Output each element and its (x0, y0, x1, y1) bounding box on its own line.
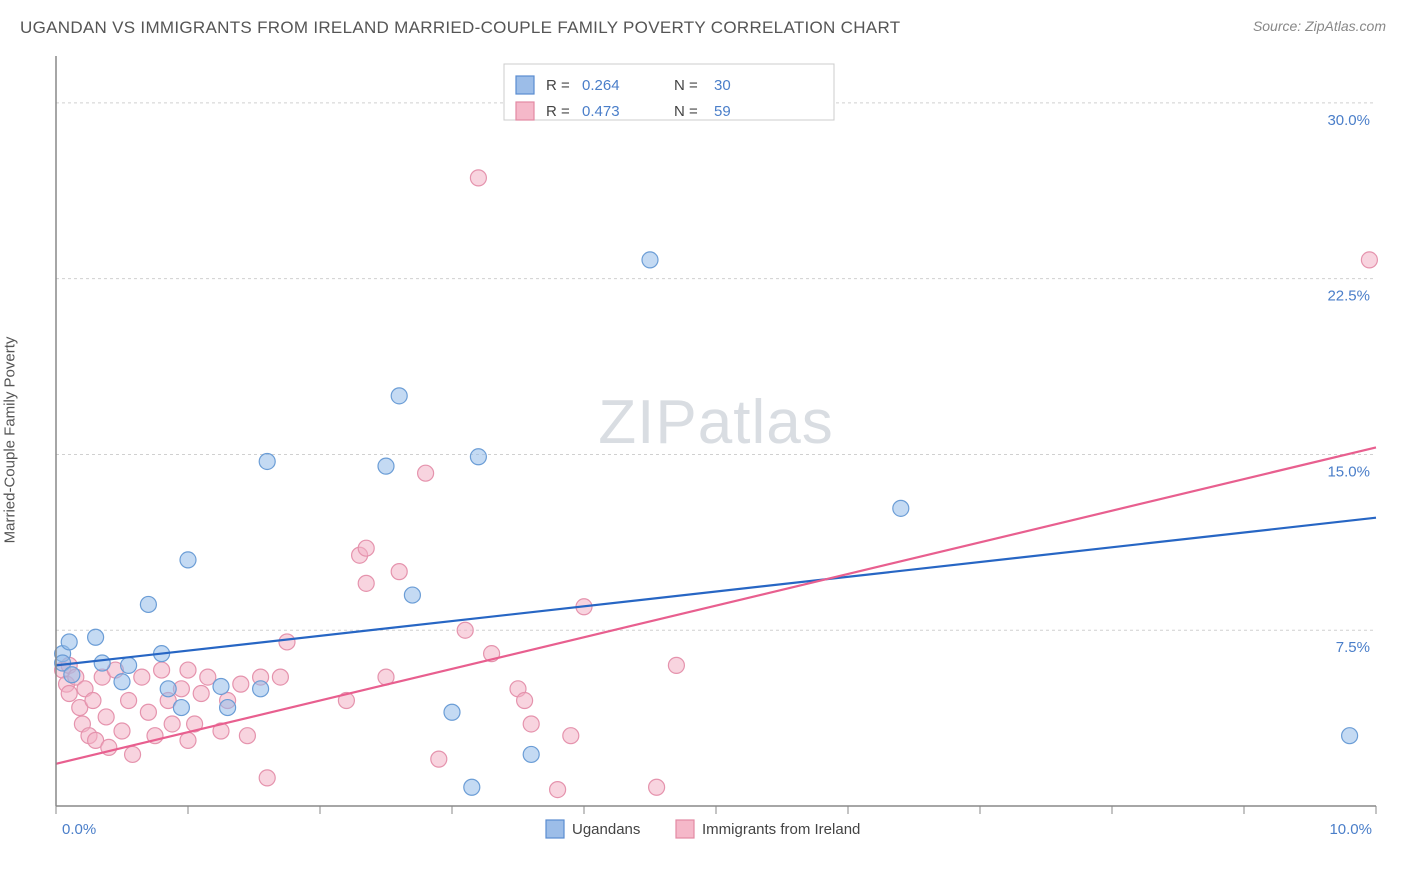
data-point (253, 681, 269, 697)
data-point (98, 709, 114, 725)
data-point (431, 751, 447, 767)
legend-n-value: 30 (714, 77, 731, 94)
legend-r-value: 0.473 (582, 103, 620, 120)
data-point (358, 540, 374, 556)
data-point (121, 693, 137, 709)
legend-n-label: N = (674, 103, 698, 120)
y-tick-label: 22.5% (1327, 288, 1370, 305)
data-point (272, 669, 288, 685)
data-point (259, 453, 275, 469)
data-point (180, 662, 196, 678)
data-point (470, 449, 486, 465)
data-point (180, 552, 196, 568)
data-point (88, 629, 104, 645)
x-tick-label: 10.0% (1329, 821, 1372, 838)
data-point (180, 732, 196, 748)
data-point (457, 622, 473, 638)
chart-container: 7.5% 15.0% 22.5% 30.0% ZIPatlas 0.0% 10.0% R = 0… (46, 46, 1386, 886)
data-point (259, 770, 275, 786)
data-point (418, 465, 434, 481)
data-point (140, 596, 156, 612)
data-point (61, 686, 77, 702)
data-point (523, 746, 539, 762)
data-point (642, 252, 658, 268)
series-swatch (546, 820, 564, 838)
data-point (125, 746, 141, 762)
chart-title: UGANDAN VS IMMIGRANTS FROM IRELAND MARRI… (20, 18, 900, 38)
data-point (464, 779, 480, 795)
data-point (391, 564, 407, 580)
data-point (154, 662, 170, 678)
data-point (114, 674, 130, 690)
data-point (64, 667, 80, 683)
data-point (213, 678, 229, 694)
data-point (220, 700, 236, 716)
data-point (233, 676, 249, 692)
series-swatch (676, 820, 694, 838)
data-point (444, 704, 460, 720)
trend-line (56, 447, 1376, 763)
data-point (164, 716, 180, 732)
x-tick-label: 0.0% (62, 821, 96, 838)
data-point (114, 723, 130, 739)
data-point (668, 657, 684, 673)
source-attribution: Source: ZipAtlas.com (1253, 18, 1386, 34)
data-point (563, 728, 579, 744)
series-label: Ugandans (572, 821, 640, 838)
data-point (160, 681, 176, 697)
legend-n-value: 59 (714, 103, 731, 120)
data-point (391, 388, 407, 404)
data-point (85, 693, 101, 709)
legend-r-value: 0.264 (582, 77, 620, 94)
data-point (358, 575, 374, 591)
legend-swatch (516, 76, 534, 94)
data-point (61, 634, 77, 650)
data-point (1342, 728, 1358, 744)
data-point (94, 655, 110, 671)
watermark: ZIPatlas (598, 388, 833, 457)
trend-line (56, 518, 1376, 666)
scatter-chart: 7.5% 15.0% 22.5% 30.0% ZIPatlas 0.0% 10.0% R = 0… (46, 46, 1386, 886)
data-point (404, 587, 420, 603)
data-point (649, 779, 665, 795)
series-label: Immigrants from Ireland (702, 821, 860, 838)
data-point (378, 458, 394, 474)
data-point (550, 782, 566, 798)
data-point (140, 704, 156, 720)
y-tick-label: 7.5% (1336, 639, 1370, 656)
data-point (470, 170, 486, 186)
data-point (239, 728, 255, 744)
y-tick-label: 30.0% (1327, 112, 1370, 129)
data-point (893, 500, 909, 516)
data-point (523, 716, 539, 732)
legend-n-label: N = (674, 77, 698, 94)
data-point (173, 700, 189, 716)
y-tick-label: 15.0% (1327, 463, 1370, 480)
data-point (1361, 252, 1377, 268)
legend-r-label: R = (546, 103, 570, 120)
data-point (517, 693, 533, 709)
data-point (279, 634, 295, 650)
y-axis-label: Married-Couple Family Poverty (2, 337, 19, 544)
legend-r-label: R = (546, 77, 570, 94)
legend-swatch (516, 102, 534, 120)
data-point (134, 669, 150, 685)
data-point (193, 686, 209, 702)
data-point (121, 657, 137, 673)
